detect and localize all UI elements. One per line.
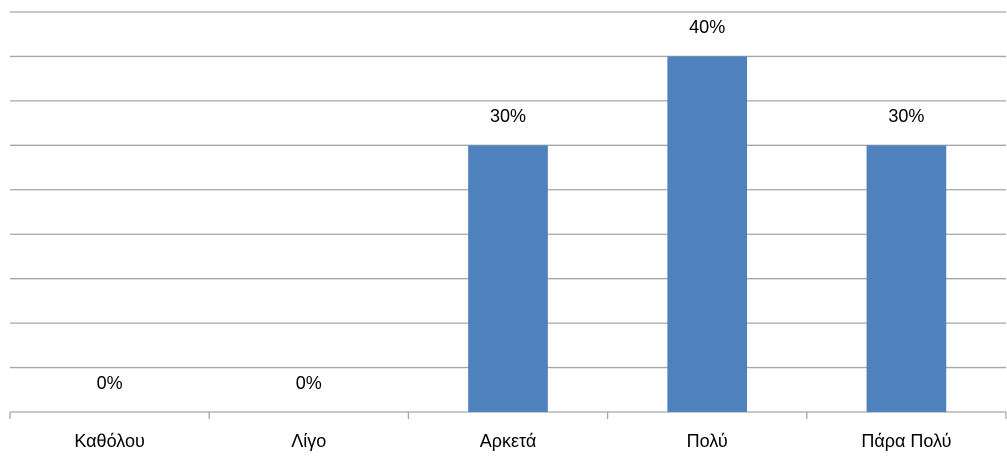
data-label: 30% <box>490 106 526 126</box>
x-tick-label: Πάρα Πολύ <box>861 431 951 451</box>
data-label: 0% <box>97 373 123 393</box>
bar <box>468 145 548 413</box>
data-label: 30% <box>888 106 924 126</box>
x-tick-label: Αρκετά <box>480 431 537 451</box>
x-tick-label: Καθόλου <box>74 431 144 451</box>
x-tick-label: Πολύ <box>687 431 728 451</box>
bar <box>866 145 947 413</box>
bar <box>667 56 748 412</box>
data-label: 0% <box>296 373 322 393</box>
data-label: 40% <box>689 17 725 37</box>
x-tick-label: Λίγο <box>291 431 326 451</box>
